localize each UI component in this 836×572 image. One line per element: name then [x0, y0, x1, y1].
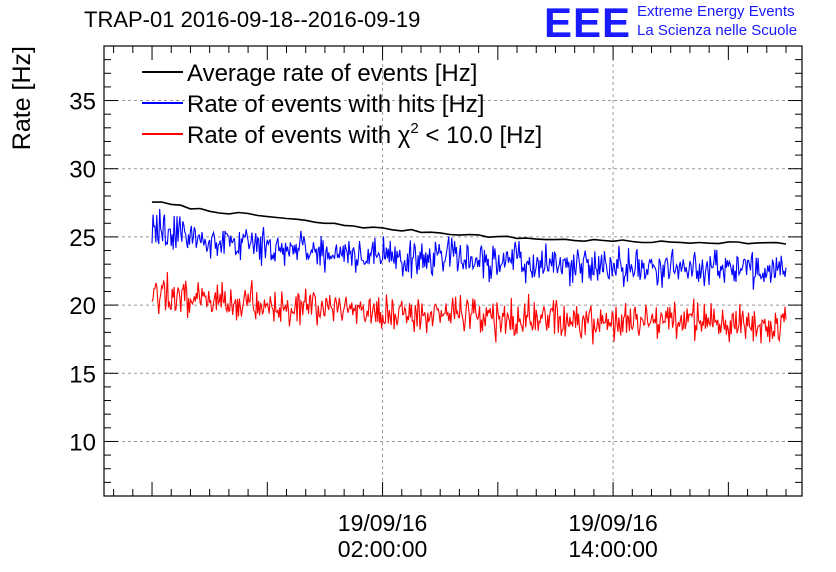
x-tick-label-time: 14:00:00 — [568, 536, 658, 562]
y-tick-label: 35 — [69, 89, 96, 116]
y-tick-label: 25 — [69, 225, 96, 252]
logo-line-1: Extreme Energy Events — [637, 3, 795, 20]
x-tick-label-date: 19/09/16 — [568, 510, 658, 536]
tick-labels: 10152025303519/09/1602:00:0019/09/1614:0… — [69, 89, 658, 562]
ticks — [104, 45, 802, 497]
series-line-chi2 — [151, 272, 787, 345]
x-tick-label-date: 19/09/16 — [338, 510, 428, 536]
legend-entry: Rate of events with hits [Hz] — [187, 91, 484, 118]
eee-logo: EEE — [544, 0, 632, 46]
legend: Average rate of events [Hz] Rate of event… — [142, 60, 542, 149]
legend-entry: Rate of events with χ2 < 10.0 [Hz] — [187, 120, 542, 149]
y-tick-label: 20 — [69, 293, 96, 320]
chart-title: TRAP-01 2016-09-18--2016-09-19 — [84, 7, 421, 32]
series-line-hits — [151, 208, 787, 290]
logo-line-2: La Scienza nelle Scuole — [637, 22, 798, 39]
y-axis-label: Rate [Hz] — [8, 46, 36, 150]
plot-frame — [103, 45, 803, 497]
x-tick-label-time: 02:00:00 — [338, 536, 428, 562]
y-tick-label: 30 — [69, 157, 96, 184]
y-tick-label: 10 — [69, 429, 96, 456]
legend-entry: Average rate of events [Hz] — [187, 60, 477, 87]
series-line-average — [151, 201, 787, 245]
y-tick-label: 15 — [69, 361, 96, 388]
series-layer — [151, 201, 787, 345]
